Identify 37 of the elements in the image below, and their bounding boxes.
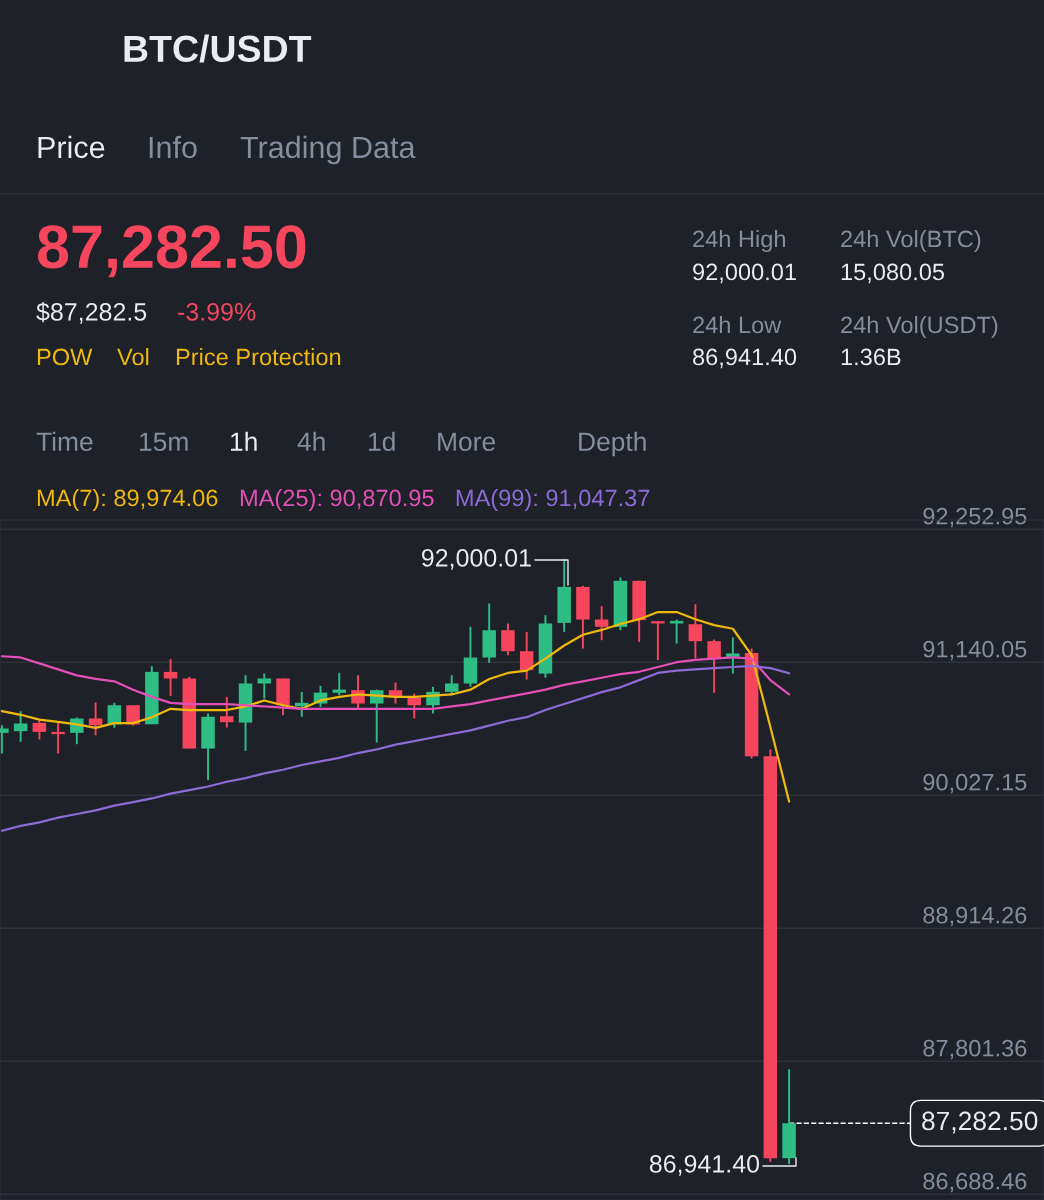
ref-line-label: 87,282.50 [922,1111,1038,1134]
text: POW [37,348,93,366]
y-tick-label: 87,801.36 [923,1039,1027,1060]
text: 24h Vol(USDT) [841,315,998,338]
text: MA(99): 91,047.37 [456,488,650,511]
text: 24h Vol(BTC) [841,230,981,252]
text: MA(25): 90,870.95 [240,488,434,511]
text: Time [36,431,93,452]
text: 87,282.50 [37,225,306,278]
text: 1h [231,431,257,451]
text: 1d [369,431,395,452]
text: 4h [297,431,325,451]
text: 24h Low [693,315,782,334]
y-tick-label: 92,252.95 [923,507,1027,528]
text: MA(7): 89,974.06 [37,488,218,511]
text: More [438,432,495,452]
text: Vol [117,348,149,366]
text: Depth [579,431,646,457]
text: 15,080.05 [841,263,945,284]
chart-title: BTC/USDT [124,34,312,63]
y-tick-label: 88,914.26 [923,906,1027,927]
text: Trading Data [240,135,416,165]
text: 92,000.01 [693,263,796,284]
text: -3.99% [178,303,256,321]
text: Price Protection [176,348,341,366]
text: 86,941.40 [693,348,797,369]
annotation: 92,000.01 [421,549,531,570]
text: Price [38,135,105,159]
text: Info [149,135,197,159]
text: 1.36B [841,348,901,366]
y-tick-label: 91,140.05 [923,640,1027,661]
y-tick-label: 86,688.46 [923,1172,1027,1193]
text: 24h High [693,230,785,252]
annotation: 86,941.40 [649,1155,760,1176]
y-tick-label: 90,027.15 [923,773,1027,794]
text: 15m [140,432,188,452]
text: $87,282.5 [36,301,147,324]
